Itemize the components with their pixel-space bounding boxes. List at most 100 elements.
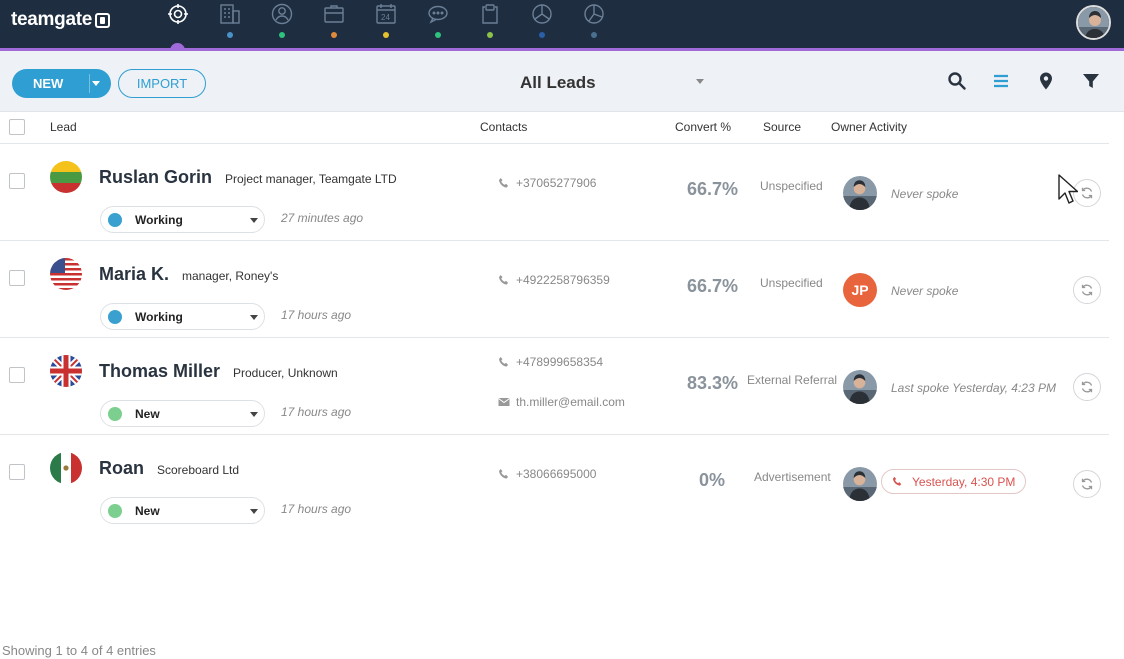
email-contact[interactable]: th.miller@email.com bbox=[498, 395, 625, 409]
target-icon[interactable] bbox=[166, 2, 190, 26]
chat-icon[interactable] bbox=[426, 2, 450, 26]
convert-percent: 66.7% bbox=[687, 179, 739, 199]
refresh-button[interactable] bbox=[1073, 373, 1101, 401]
owner-avatar[interactable] bbox=[843, 176, 877, 210]
lead-title: manager, Roney's bbox=[182, 269, 279, 283]
lead-source: Unspecified bbox=[760, 276, 823, 290]
lithuania-flag-icon bbox=[50, 161, 82, 193]
column-header-contacts[interactable]: Contacts bbox=[480, 120, 528, 134]
table-row[interactable]: Maria K. manager, Roney's Working 17 hou… bbox=[0, 241, 1109, 338]
nav-indicator-dot bbox=[227, 32, 233, 38]
refresh-button[interactable] bbox=[1073, 470, 1101, 498]
convert-percent: 0% bbox=[699, 470, 726, 490]
phone-contact[interactable]: +4922258796359 bbox=[498, 273, 610, 287]
chevron-down-icon[interactable] bbox=[92, 81, 100, 86]
building-icon[interactable] bbox=[218, 2, 242, 26]
nav-indicator-dot bbox=[539, 32, 545, 38]
lead-source: Advertisement bbox=[754, 470, 831, 484]
calendar-icon[interactable]: 24 bbox=[374, 2, 398, 26]
owner-activity: Last spoke Yesterday, 4:23 PM bbox=[891, 381, 1056, 395]
phone-number: +38066695000 bbox=[516, 467, 597, 481]
status-dot bbox=[108, 504, 122, 518]
status-dropdown[interactable]: Working bbox=[100, 206, 265, 233]
refresh-icon bbox=[1081, 187, 1093, 199]
search-icon[interactable] bbox=[947, 71, 967, 91]
table-row[interactable]: Roan Scoreboard Ltd New 17 hours ago +38… bbox=[0, 435, 1109, 532]
status-dropdown[interactable]: Working bbox=[100, 303, 265, 330]
phone-contact[interactable]: +37065277906 bbox=[498, 176, 596, 190]
chevron-down-icon bbox=[250, 218, 258, 223]
owner-avatar[interactable]: JP bbox=[843, 273, 877, 307]
nav-indicator-dot bbox=[383, 32, 389, 38]
lead-source: External Referral bbox=[747, 373, 838, 387]
convert-percent: 66.7% bbox=[687, 276, 739, 296]
mouse-cursor-icon bbox=[1058, 174, 1079, 206]
phone-number: +4922258796359 bbox=[516, 273, 610, 287]
status-label: New bbox=[135, 503, 160, 518]
usa-flag-icon bbox=[50, 258, 82, 290]
time-ago: 17 hours ago bbox=[281, 405, 352, 419]
briefcase-icon[interactable] bbox=[322, 2, 346, 26]
envelope-icon bbox=[498, 398, 510, 406]
phone-contact[interactable]: +38066695000 bbox=[498, 467, 596, 481]
status-dot bbox=[108, 407, 122, 421]
status-dropdown[interactable]: New bbox=[100, 497, 265, 524]
refresh-icon bbox=[1081, 284, 1093, 296]
pie-chart-icon[interactable] bbox=[582, 2, 606, 26]
chevron-down-icon[interactable] bbox=[696, 79, 704, 84]
lead-name[interactable]: Thomas Miller bbox=[99, 361, 221, 381]
column-header-lead[interactable]: Lead bbox=[50, 120, 77, 134]
filter-icon[interactable] bbox=[1081, 71, 1101, 91]
owner-avatar[interactable] bbox=[843, 370, 877, 404]
lead-name[interactable]: Maria K. bbox=[99, 264, 170, 284]
status-label: Working bbox=[135, 309, 183, 324]
column-header-owner-activity[interactable]: Owner Activity bbox=[831, 120, 908, 134]
row-checkbox[interactable] bbox=[9, 367, 25, 383]
nav-indicator-dot bbox=[487, 32, 493, 38]
phone-number: +478999658354 bbox=[516, 355, 604, 369]
brand-logo[interactable]: teamgate bbox=[11, 9, 111, 31]
refresh-button[interactable] bbox=[1073, 179, 1101, 207]
table-row[interactable]: Thomas Miller Producer, Unknown New 17 h… bbox=[0, 338, 1109, 435]
lead-title: Scoreboard Ltd bbox=[157, 463, 240, 477]
pie-chart-icon[interactable] bbox=[530, 2, 554, 26]
status-label: New bbox=[135, 406, 160, 421]
row-checkbox[interactable] bbox=[9, 270, 25, 286]
lead-title: Project manager, Teamgate LTD bbox=[225, 172, 397, 186]
status-dropdown[interactable]: New bbox=[100, 400, 265, 427]
activity-call-badge[interactable]: Yesterday, 4:30 PM bbox=[881, 469, 1027, 494]
status-dot bbox=[108, 213, 122, 227]
lead-name[interactable]: Roan bbox=[99, 458, 144, 478]
phone-contact[interactable]: +478999658354 bbox=[498, 355, 603, 369]
phone-number: +37065277906 bbox=[516, 176, 597, 190]
clipboard-icon[interactable] bbox=[478, 2, 502, 26]
nav-underline bbox=[0, 48, 1124, 51]
svg-text:24: 24 bbox=[381, 13, 390, 22]
entries-info: Showing 1 to 4 of 4 entries bbox=[2, 643, 156, 658]
list-icon[interactable] bbox=[991, 71, 1011, 91]
owner-avatar[interactable] bbox=[843, 467, 877, 501]
owner-activity: Never spoke bbox=[891, 284, 959, 298]
chevron-down-icon bbox=[250, 412, 258, 417]
map-pin-icon[interactable] bbox=[1036, 71, 1056, 91]
lead-name[interactable]: Ruslan Gorin bbox=[99, 167, 213, 187]
button-divider bbox=[89, 74, 90, 93]
refresh-icon bbox=[1081, 381, 1093, 393]
nav-indicator-dot bbox=[435, 32, 441, 38]
user-avatar[interactable] bbox=[1076, 5, 1111, 40]
new-button-label: NEW bbox=[33, 76, 64, 91]
table-header: Lead Contacts Convert % Source Owner Act… bbox=[0, 112, 1109, 144]
person-icon[interactable] bbox=[270, 2, 294, 26]
column-header-convert[interactable]: Convert % bbox=[675, 120, 732, 134]
row-checkbox[interactable] bbox=[9, 464, 25, 480]
row-checkbox[interactable] bbox=[9, 173, 25, 189]
table-row[interactable]: Ruslan Gorin Project manager, Teamgate L… bbox=[0, 144, 1109, 241]
convert-percent: 83.3% bbox=[687, 373, 739, 393]
lead-source: Unspecified bbox=[760, 179, 823, 193]
select-all-checkbox[interactable] bbox=[9, 119, 25, 135]
refresh-button[interactable] bbox=[1073, 276, 1101, 304]
import-button[interactable]: IMPORT bbox=[118, 69, 206, 98]
column-header-source[interactable]: Source bbox=[763, 120, 802, 134]
view-selector[interactable]: All Leads bbox=[520, 73, 596, 92]
new-button[interactable]: NEW bbox=[12, 69, 111, 98]
